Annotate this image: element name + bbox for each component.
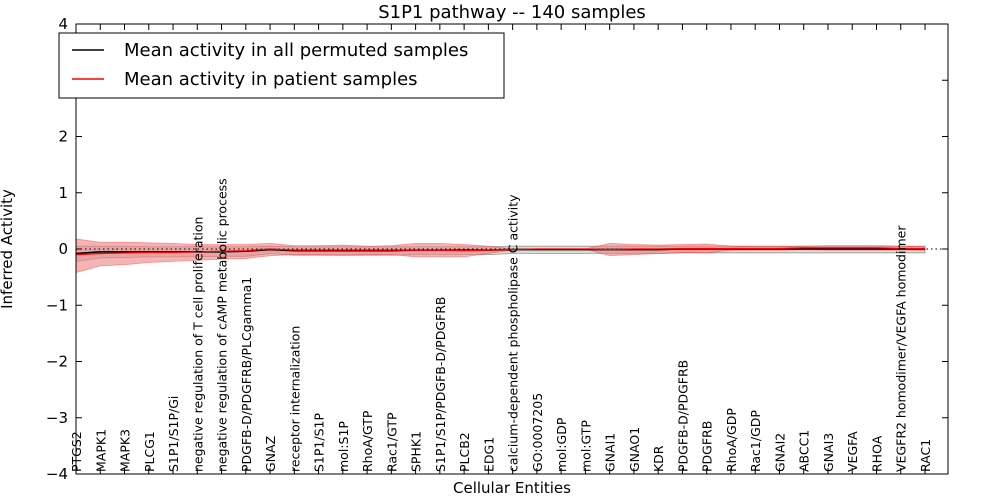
x-tick-label: ABCC1 <box>797 430 812 472</box>
x-tick-label: PLCB2 <box>457 432 472 472</box>
x-tick-label: VEGFR2 homodimer/VEGFA homodimer <box>894 225 909 472</box>
legend: Mean activity in all permuted samples Mea… <box>58 32 505 99</box>
x-tick-label: RHOA <box>869 435 884 472</box>
y-tick-label: 4 <box>58 15 68 33</box>
x-tick-label: KDR <box>651 445 666 472</box>
x-tick-label: Rac1/GTP <box>384 412 399 472</box>
x-tick-label: EDG1 <box>481 437 496 472</box>
x-tick-label: receptor internalization <box>287 326 302 472</box>
legend-label: Mean activity in patient samples <box>124 69 418 90</box>
x-tick-label: S1P1/S1P/PDGFB-D/PDGFRB <box>433 296 448 472</box>
x-tick-label: VEGFA <box>845 431 860 472</box>
x-tick-label: mol:S1P <box>336 421 351 472</box>
x-tick-label: Rac1/GDP <box>748 410 763 472</box>
x-tick-label: GNAZ <box>263 436 278 472</box>
legend-label: Mean activity in all permuted samples <box>124 40 468 61</box>
x-tick-label: S1P1/S1P <box>312 413 327 472</box>
x-tick-label: RhoA/GDP <box>724 408 739 472</box>
x-tick-label: negative regulation of cAMP metabolic pr… <box>215 178 230 472</box>
x-tick-label: PTGS2 <box>69 431 84 472</box>
series-band-1 <box>75 238 926 274</box>
y-tick-label: −2 <box>46 353 68 371</box>
x-tick-label: MAPK3 <box>118 429 133 472</box>
x-tick-label: PLCG1 <box>142 431 157 472</box>
x-tick-label: GNAO1 <box>627 427 642 472</box>
y-tick-label: −1 <box>46 296 68 314</box>
x-tick-label: SPHK1 <box>409 431 424 472</box>
series-lines <box>75 247 926 256</box>
y-tick-label: 0 <box>58 240 68 258</box>
x-tick-label: PDGFB-D/PDGFRB/PLCgamma1 <box>239 277 254 472</box>
y-tick-label: −3 <box>46 409 68 427</box>
y-tick-label: 1 <box>58 184 68 202</box>
x-tick-label: MAPK1 <box>93 429 108 472</box>
x-tick-label: RAC1 <box>918 439 933 472</box>
x-tick-label: PDGFB-D/PDGFRB <box>675 360 690 472</box>
x-tick-label: GO:0007205 <box>530 393 545 472</box>
y-tick-label: 2 <box>58 128 68 146</box>
x-tick-label: GNAI3 <box>821 433 836 472</box>
y-tick-label: −4 <box>46 465 68 483</box>
x-axis: PTGS2 MAPK1 MAPK3 PLCG1 S1P1/S1P/Gi negative … <box>69 24 933 474</box>
y-axis-label: Inferred Activity <box>0 189 16 309</box>
x-tick-label: S1P1/S1P/Gi <box>166 396 181 472</box>
chart-title: S1P1 pathway -- 140 samples <box>378 2 646 23</box>
series-line-1 <box>75 247 925 256</box>
x-tick-label: GNAI1 <box>603 433 618 472</box>
legend-box <box>58 32 505 99</box>
series-1 <box>75 247 926 256</box>
x-tick-label: GNAI2 <box>772 433 787 472</box>
x-tick-label: calcium-dependent phospholipase C activi… <box>506 194 521 472</box>
x-tick-label: mol:GTP <box>578 420 593 472</box>
x-axis-label: Cellular Entities <box>453 479 571 497</box>
y-axis: −4−3−2−101234 <box>46 15 948 483</box>
x-tick-label: negative regulation of T cell proliferat… <box>190 217 205 472</box>
x-tick-label: mol:GDP <box>554 417 569 472</box>
x-tick-label: PDGFRB <box>700 421 715 472</box>
x-tick-label: RhoA/GTP <box>360 410 375 472</box>
